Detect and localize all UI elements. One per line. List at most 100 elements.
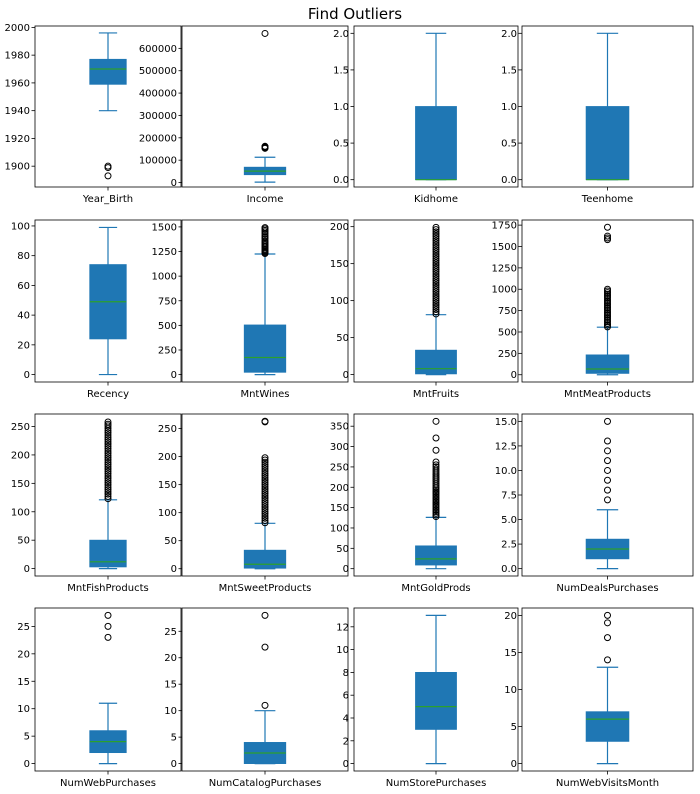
outlier-point	[261, 508, 269, 516]
x-category-label: NumStorePurchases	[386, 778, 487, 789]
y-tick-label: 50	[336, 333, 349, 344]
y-tick-label: 250	[11, 422, 30, 433]
y-tick-label: 0	[511, 759, 517, 770]
y-tick-label: 5	[171, 733, 177, 744]
outlier-point	[104, 431, 112, 439]
outlier-point	[261, 512, 269, 520]
y-tick-label: 200	[158, 452, 177, 463]
y-tick-label: 15	[17, 677, 30, 688]
y-tick-label: 1500	[152, 222, 177, 233]
outlier-point	[432, 246, 440, 254]
outlier-point	[104, 454, 112, 462]
y-tick-label: 1.5	[333, 65, 349, 76]
outlier-point	[432, 434, 440, 442]
y-tick-label: 8	[343, 668, 349, 679]
y-tick-label: 0	[511, 370, 517, 381]
y-tick-label: 1000	[152, 272, 177, 283]
outlier-point	[604, 447, 611, 455]
outlier-point	[432, 286, 440, 294]
y-tick-label: 50	[336, 544, 349, 555]
y-tick-label: 2	[343, 736, 349, 747]
y-tick-label: 6	[343, 691, 349, 702]
outlier-point	[261, 417, 269, 425]
outlier-point	[432, 228, 440, 236]
outlier-point	[104, 611, 112, 619]
y-tick-label: 1940	[5, 106, 30, 117]
iqr-box	[89, 539, 127, 568]
x-category-label: NumWebPurchases	[60, 778, 156, 789]
y-tick-label: 2.5	[501, 540, 517, 551]
outlier-point	[104, 483, 112, 491]
outlier-point	[432, 239, 440, 247]
outlier-point	[261, 224, 269, 232]
y-tick-label: 0.5	[501, 139, 517, 150]
outlier-point	[432, 237, 440, 245]
outlier-point	[432, 308, 440, 316]
y-tick-label: 1.5	[501, 65, 517, 76]
outlier-point	[261, 505, 269, 513]
outlier-point	[261, 29, 269, 37]
outlier-point	[432, 241, 440, 249]
y-tick-label: 7.5	[501, 491, 517, 502]
outlier-point	[261, 232, 269, 240]
outlier-point	[432, 243, 440, 251]
outlier-point	[432, 254, 440, 262]
outlier-point	[104, 172, 112, 180]
outlier-point	[261, 496, 269, 504]
outlier-point	[604, 457, 611, 465]
y-tick-label: 10.0	[495, 466, 517, 477]
outlier-point	[261, 456, 269, 464]
outlier-point	[432, 310, 440, 318]
y-tick-label: 1.0	[333, 102, 349, 113]
outlier-point	[432, 290, 440, 298]
iqr-box	[243, 549, 287, 569]
outlier-point	[261, 483, 269, 491]
outlier-point	[604, 656, 611, 664]
iqr-box	[89, 58, 127, 85]
y-tick-label: 25	[164, 627, 177, 638]
y-tick-label: 150	[330, 503, 349, 514]
outlier-point	[432, 463, 440, 471]
boxplot-recency: 0 20 40 60 80 100 Recency	[11, 219, 182, 400]
y-tick-label: 200	[330, 483, 349, 494]
y-tick-label: 200	[330, 222, 349, 233]
outlier-point	[104, 461, 112, 469]
y-tick-label: 750	[498, 306, 517, 317]
outlier-point	[432, 252, 440, 260]
y-tick-label: 20	[164, 653, 177, 664]
outlier-point	[604, 611, 611, 619]
outlier-point	[604, 417, 611, 425]
outlier-point	[432, 268, 440, 276]
x-category-label: NumDealsPurchases	[556, 583, 658, 594]
y-tick-label: 0.0	[333, 175, 349, 186]
outlier-point	[104, 463, 112, 471]
outlier-point	[432, 301, 440, 309]
y-tick-label: 0	[171, 178, 177, 189]
boxplot-kidhome: 0.0 0.5 1.0 1.5 2.0 Kidhome	[333, 25, 519, 205]
outlier-point	[104, 472, 112, 480]
outlier-point	[104, 436, 112, 444]
boxplot-mntsweetproducts: 0 50 100 150 200 250 MntSweetProducts	[158, 413, 349, 594]
x-category-label: Recency	[87, 389, 129, 400]
y-tick-label: 500	[498, 327, 517, 338]
outlier-point	[432, 465, 440, 473]
outlier-point	[432, 259, 440, 267]
y-tick-label: 250	[158, 345, 177, 356]
x-category-label: NumWebVisitsMonth	[556, 778, 659, 789]
outlier-point	[104, 433, 112, 441]
outlier-point	[104, 470, 112, 478]
iqr-box	[415, 349, 457, 375]
y-tick-label: 5.0	[501, 515, 517, 526]
y-tick-label: 0	[171, 370, 177, 381]
outlier-point	[261, 499, 269, 507]
outlier-point	[261, 519, 269, 527]
outlier-point	[604, 234, 611, 242]
y-tick-label: 150	[158, 480, 177, 491]
y-tick-label: 0	[24, 759, 30, 770]
y-tick-label: 350	[330, 422, 349, 433]
x-category-label: Teenhome	[581, 194, 633, 205]
y-tick-label: 0.5	[333, 139, 349, 150]
iqr-box	[585, 354, 630, 374]
y-tick-label: 20	[17, 340, 30, 351]
